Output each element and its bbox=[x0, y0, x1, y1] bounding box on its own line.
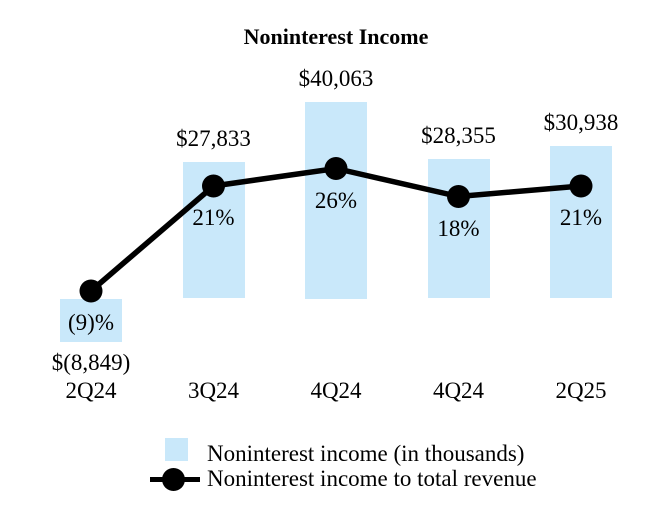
x-label-4: 2Q25 bbox=[555, 378, 607, 403]
bar-4 bbox=[550, 146, 612, 299]
line-marker-2 bbox=[324, 157, 348, 180]
line-marker-icon bbox=[162, 468, 185, 491]
pct-label-3: 18% bbox=[437, 215, 480, 241]
x-label-2: 4Q24 bbox=[310, 378, 362, 403]
line-marker-1 bbox=[202, 174, 225, 198]
bar-value-label-3: $28,355 bbox=[421, 123, 496, 149]
bar-0 bbox=[60, 298, 122, 342]
line-marker-3 bbox=[447, 185, 470, 208]
chart-title: Noninterest Income bbox=[243, 24, 429, 49]
bar-value-label-0: $(8,849) bbox=[51, 350, 131, 375]
pct-label-1: 21% bbox=[192, 205, 235, 230]
pct-label-4: 21% bbox=[559, 205, 603, 230]
bar-value-label-2: $40,063 bbox=[298, 65, 374, 91]
bar-value-label-4: $30,938 bbox=[543, 110, 619, 136]
bar-swatch-icon bbox=[165, 438, 188, 461]
line-marker-4 bbox=[569, 174, 593, 198]
bar-3 bbox=[427, 159, 490, 299]
pct-label-2: 26% bbox=[314, 187, 358, 213]
pct-label-0: (9)% bbox=[68, 310, 114, 335]
x-label-3: 4Q24 bbox=[432, 378, 485, 403]
x-label-0: 2Q24 bbox=[65, 378, 117, 403]
legend-label-line-series: Noninterest income to total revenue bbox=[207, 466, 537, 491]
legend-label-bar-series: Noninterest income (in thousands) bbox=[207, 441, 525, 466]
bar-2 bbox=[305, 101, 367, 299]
bar-value-label-1: $27,833 bbox=[176, 125, 251, 151]
line-marker-0 bbox=[79, 279, 103, 303]
x-label-1: 3Q24 bbox=[187, 378, 240, 403]
